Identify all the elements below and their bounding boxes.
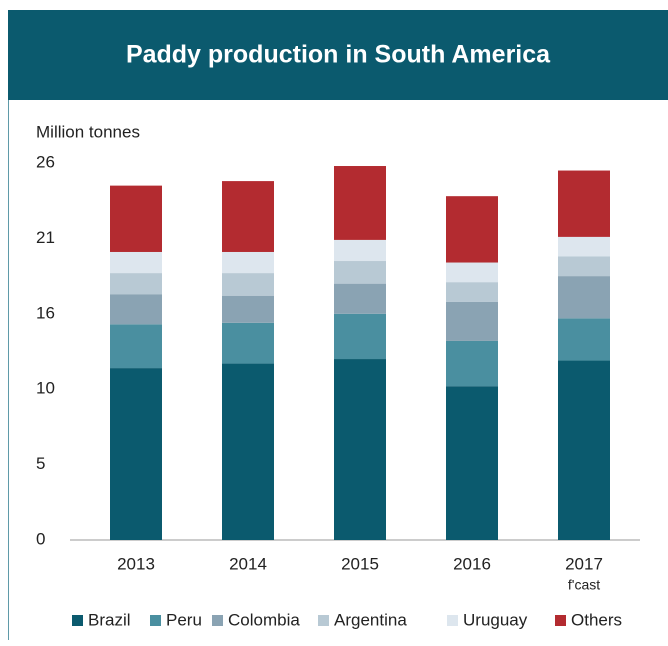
bar-segment [334,359,386,540]
x-tick-label: 2014 [229,554,267,573]
bar-segment [110,324,162,369]
legend-label: Brazil [88,610,131,629]
chart-title: Paddy production in South America [126,41,551,69]
bar-segment [222,273,274,296]
bar-segment [446,262,498,283]
bar-segment [110,185,162,252]
legend-swatch [212,615,223,626]
y-tick-label: 5 [36,454,45,473]
y-tick-label: 16 [36,303,55,322]
y-tick-label: 21 [36,228,55,247]
legend-swatch [72,615,83,626]
bar-segment [558,256,610,277]
legend-swatch [150,615,161,626]
x-tick-label: 2016 [453,554,491,573]
bar-segment [446,386,498,540]
y-tick-label: 0 [36,529,45,548]
bar-segment [558,170,610,237]
legend-label: Argentina [334,610,407,629]
bar-segment [110,273,162,295]
bar-segment [222,363,274,540]
x-tick-label: 2015 [341,554,379,573]
bar-segment [446,196,498,263]
y-axis-label: Million tonnes [36,122,140,141]
bar-segment [334,313,386,360]
y-tick-label: 10 [36,379,55,398]
bar-segment [446,282,498,302]
bar-segment [558,236,610,257]
bar-segment [222,322,274,364]
bar-segment [446,340,498,387]
bar-segment [558,360,610,540]
x-tick-sublabel: f'cast [568,577,600,593]
x-tick-label: 2013 [117,554,155,573]
bar-segment [334,239,386,262]
x-tick-label: 2017 [565,554,603,573]
bar-segment [110,294,162,325]
legend-label: Peru [166,610,202,629]
header-band [8,10,668,100]
bar-segment [334,283,386,314]
legend-label: Uruguay [463,610,528,629]
bar-segment [558,276,610,319]
legend-swatch [447,615,458,626]
legend-label: Colombia [228,610,300,629]
bar-segment [334,261,386,284]
bar-segment [222,295,274,323]
legend-label: Others [571,610,622,629]
legend-swatch [318,615,329,626]
y-tick-label: 26 [36,152,55,171]
bar-segment [446,301,498,341]
legend-swatch [555,615,566,626]
bar-segment [334,166,386,240]
bar-segment [222,181,274,252]
bar-segment [222,251,274,274]
bar-segment [110,368,162,540]
bar-segment [558,318,610,361]
bar-segment [110,251,162,274]
